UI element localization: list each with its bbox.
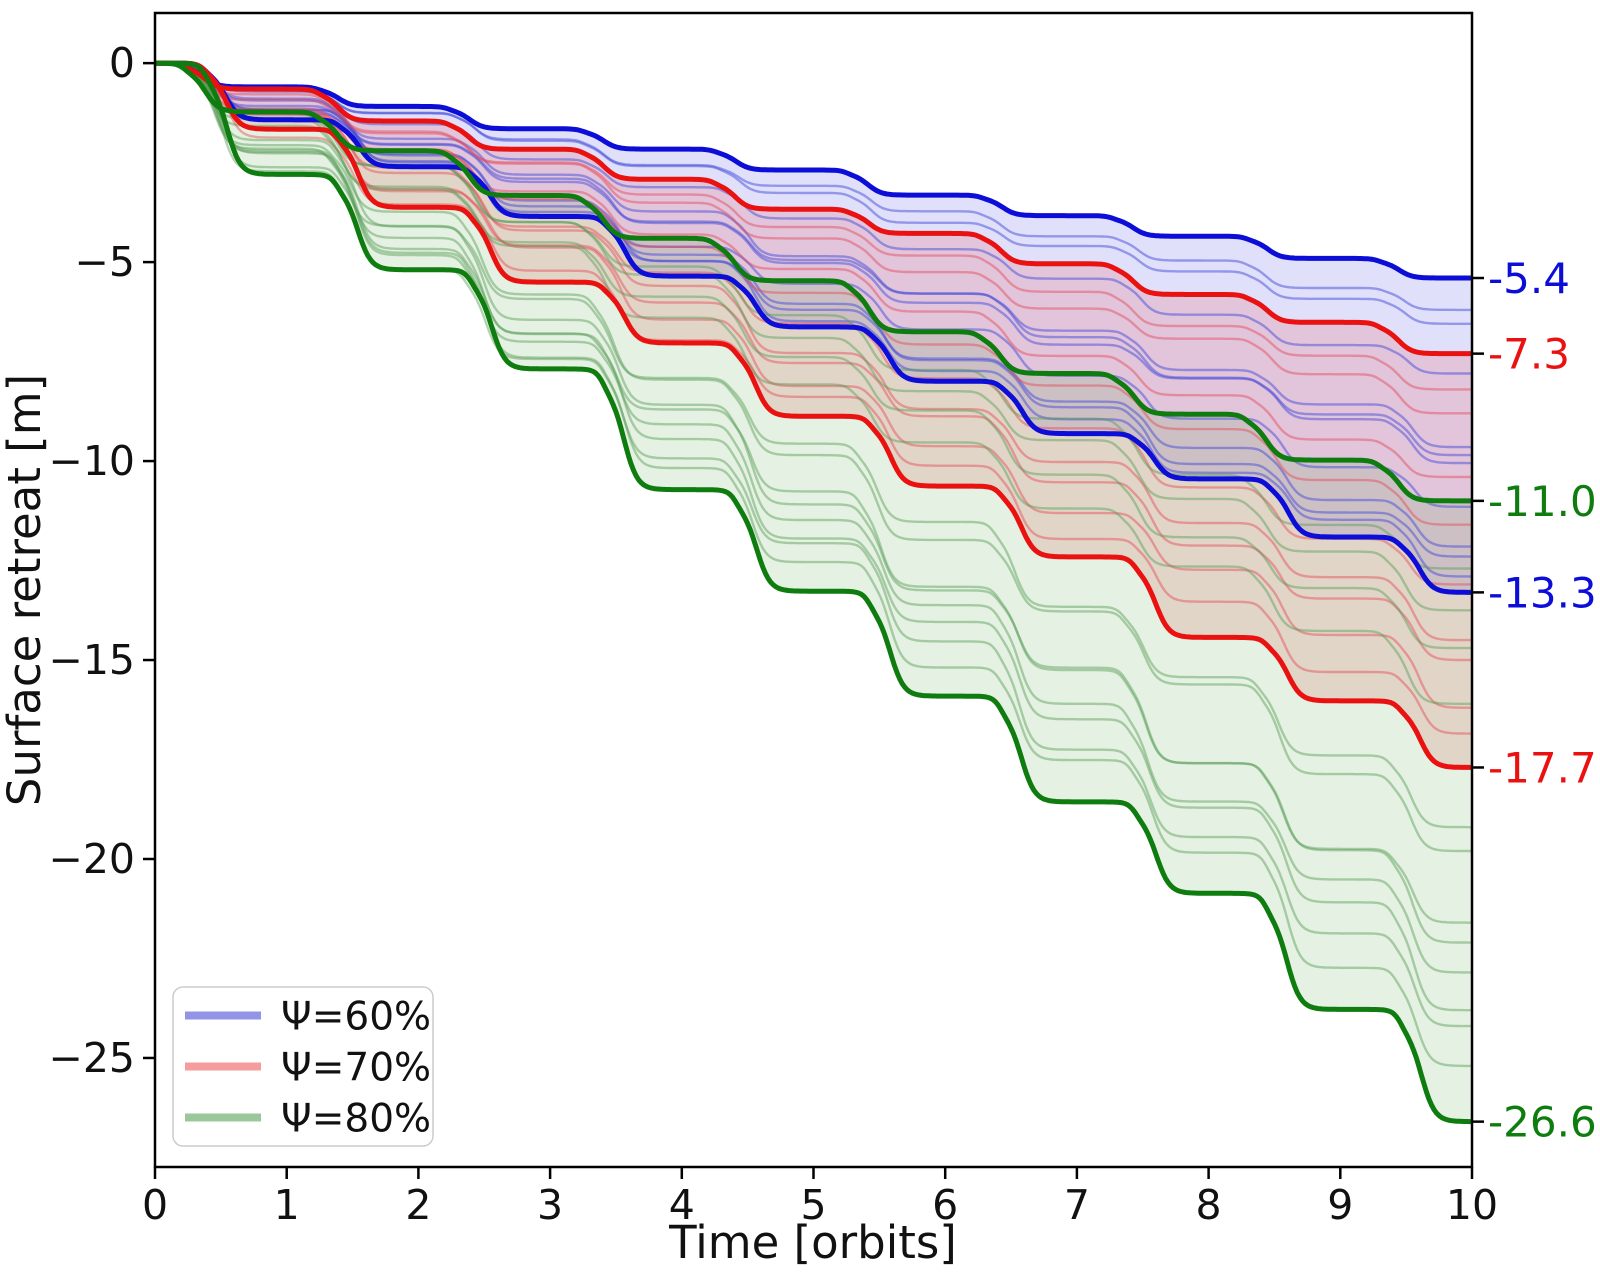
curve-psi-80-member-9: [155, 61, 1472, 974]
y-tick-label-1: −5: [75, 238, 135, 286]
end-label--13.3: -13.3: [1488, 568, 1597, 617]
x-axis-label: Time [orbits]: [668, 1216, 957, 1269]
x-tick-label-1: 1: [274, 1181, 300, 1229]
x-tick-label-0: 0: [142, 1181, 168, 1229]
curve-psi-70-member-1: [155, 62, 1472, 391]
y-tick-label-4: −20: [48, 835, 135, 883]
x-tick-label-6: 6: [932, 1181, 958, 1229]
curve-psi-80-member-3: [155, 62, 1472, 650]
x-tick-label-4: 4: [669, 1181, 695, 1229]
curve-psi-60-member-10: [155, 61, 1472, 578]
curve-psi-80-member-8: [155, 61, 1472, 944]
curve-psi-80-upper: [155, 60, 1472, 504]
x-tick-label-5: 5: [800, 1181, 826, 1229]
curve-psi-80-member-7: [155, 61, 1472, 924]
curve-psi-70-member-7: [155, 61, 1472, 662]
end-label--17.7: -17.7: [1488, 743, 1597, 792]
x-tick-label-9: 9: [1327, 1181, 1353, 1229]
end-label--7.3: -7.3: [1488, 330, 1570, 379]
curve-psi-60-member-2: [155, 61, 1472, 325]
x-tick-label-2: 2: [405, 1181, 431, 1229]
end-annotations-layer: -5.4 -13.3 -7.3 -17.7 -11.0 -26.6: [1472, 254, 1597, 1147]
curve-psi-60-member-6: [155, 61, 1472, 465]
legend-label-psi-60: Ψ=60%: [281, 995, 431, 1040]
legend-frame: [172, 986, 434, 1147]
axes-layer: 0 1 2 3 4 5 6 7 8 9 10 0 −5 −10 −15 −20 −25: [48, 39, 1498, 1229]
curve-psi-60-member-3: [155, 61, 1472, 375]
x-tick-label-8: 8: [1196, 1181, 1222, 1229]
x-tick-label-7: 7: [1064, 1181, 1090, 1229]
end-label--5.4: -5.4: [1488, 254, 1570, 303]
curve-psi-70-member-2: [155, 62, 1472, 415]
curve-psi-60-lower: [155, 60, 1472, 595]
curve-psi-70-member-6: [155, 61, 1472, 642]
y-axis-label: Surface retreat [m]: [0, 374, 51, 806]
curve-psi-80-member-12: [155, 61, 1472, 1068]
x-tick-label-10: 10: [1446, 1181, 1498, 1229]
curve-psi-70-lower: [155, 60, 1472, 770]
end-label--11.0: -11.0: [1488, 477, 1597, 526]
curve-psi-80-member-4: [155, 62, 1472, 705]
legend-label-psi-70: Ψ=70%: [281, 1046, 431, 1091]
curve-psi-60-member-4: [155, 61, 1472, 449]
y-tick-label-2: −10: [48, 437, 135, 485]
x-tick-label-3: 3: [537, 1181, 563, 1229]
y-tick-label-0: 0: [109, 39, 135, 87]
curve-psi-80-lower: [155, 60, 1472, 1125]
curve-psi-70-member-5: [155, 61, 1472, 586]
curve-psi-70-member-8: [155, 61, 1472, 709]
band-psi-80: [155, 63, 1472, 1122]
legend-label-psi-80: Ψ=80%: [281, 1097, 431, 1142]
curve-psi-70-upper: [155, 60, 1472, 357]
legend: Ψ=60% Ψ=70% Ψ=80%: [172, 986, 434, 1147]
curve-psi-80-member-6: [155, 61, 1472, 853]
curve-psi-80-member-10: [155, 61, 1472, 1012]
curve-psi-60-upper: [155, 60, 1472, 281]
curve-psi-80-member-5: [155, 61, 1472, 829]
bound-curves-layer: [155, 60, 1472, 1125]
end-label--26.6: -26.6: [1488, 1098, 1597, 1147]
y-tick-label-3: −15: [48, 636, 135, 684]
band-psi-60: [155, 63, 1472, 593]
y-tick-label-5: −25: [48, 1034, 135, 1082]
